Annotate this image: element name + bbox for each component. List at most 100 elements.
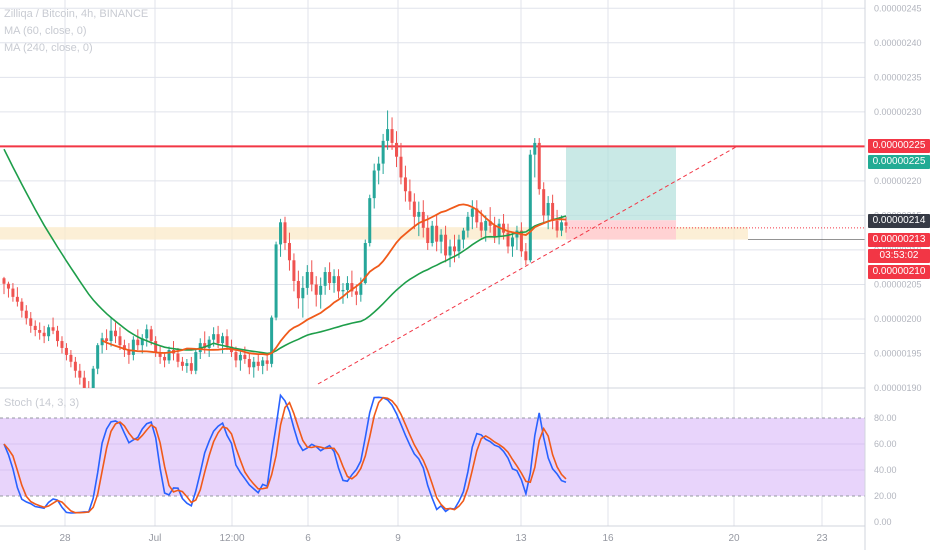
candle-body xyxy=(47,327,51,337)
candle-body xyxy=(296,280,300,299)
stoch-tick-label: 40.00 xyxy=(874,465,897,475)
y-tick-label: 0.00000245 xyxy=(874,3,922,13)
candle-body xyxy=(270,317,274,364)
stoch-tick-label: 20.00 xyxy=(874,491,897,501)
ma60-legend: MA (60, close, 0) xyxy=(4,25,87,37)
stoch-legend: Stoch (14, 3, 3) xyxy=(4,397,80,409)
candle-body xyxy=(287,243,291,261)
candle-body xyxy=(390,129,394,143)
y-tick-label: 0.00000205 xyxy=(874,279,922,289)
candle-body xyxy=(519,230,523,252)
x-tick-label: 9 xyxy=(395,533,401,544)
candle-body xyxy=(399,156,403,178)
candle-body xyxy=(176,353,180,362)
stochastic-pane xyxy=(0,393,865,514)
candle-body xyxy=(350,283,354,292)
candle-body xyxy=(493,225,497,237)
candle-body xyxy=(185,363,189,366)
candle-body xyxy=(328,272,332,284)
y-tick-label: 0.00000240 xyxy=(874,38,922,48)
price-tag: 0.00000210 xyxy=(868,265,930,279)
y-tick-label: 0.00000190 xyxy=(874,383,922,393)
candle-body xyxy=(167,350,171,361)
candle-body xyxy=(145,329,149,339)
x-tick-label: 16 xyxy=(602,533,614,544)
candle-body xyxy=(430,225,434,244)
candle-body xyxy=(114,330,118,337)
time-axis[interactable]: 28 Jul 12:00 6 9 13 16 20 23 xyxy=(0,525,865,544)
candles xyxy=(2,110,568,388)
candle-body xyxy=(60,341,64,348)
candle-body xyxy=(15,296,19,302)
candle-body xyxy=(448,246,452,256)
candle-body xyxy=(154,341,158,353)
candle-body xyxy=(243,354,247,360)
candle-body xyxy=(247,359,251,368)
candle-body xyxy=(403,177,407,192)
target-box xyxy=(566,146,676,221)
candle-body xyxy=(426,227,430,244)
candle-body xyxy=(435,225,439,242)
candle-body xyxy=(510,237,514,247)
candle-body xyxy=(417,211,421,217)
candle-body xyxy=(78,370,82,378)
stoch-d-line xyxy=(3,396,567,514)
candle-body xyxy=(533,142,537,155)
candle-body xyxy=(6,283,10,289)
candle-body xyxy=(292,260,296,281)
price-tag: 03:53:02 xyxy=(868,249,930,263)
candle-body xyxy=(38,330,42,333)
chart-title: Zilliqa / Bitcoin, 4h, BINANCE xyxy=(4,8,149,20)
candle-body xyxy=(395,142,399,157)
candle-body xyxy=(20,301,24,311)
candle-body xyxy=(524,251,528,261)
candle-body xyxy=(91,368,95,388)
candle-body xyxy=(64,347,68,355)
candle-body xyxy=(100,338,104,346)
candle-body xyxy=(118,336,122,346)
x-tick-label: 6 xyxy=(305,533,311,544)
candle-body xyxy=(51,327,55,331)
price-tag: 0.00000225 xyxy=(868,155,930,169)
candle-body xyxy=(221,336,225,344)
candle-body xyxy=(127,350,131,355)
candle-body xyxy=(537,142,541,190)
x-tick-label: 20 xyxy=(728,533,740,544)
price-tag: 0.00000214 xyxy=(868,214,930,228)
candle-body xyxy=(29,318,33,326)
candle-body xyxy=(131,339,135,355)
candle-body xyxy=(475,208,479,223)
candle-body xyxy=(33,325,37,331)
candle-body xyxy=(551,202,555,221)
overlays xyxy=(0,145,865,385)
candle-body xyxy=(225,336,229,347)
y-tick-label: 0.00000195 xyxy=(874,348,922,358)
candle-body xyxy=(279,222,283,245)
candle-body xyxy=(56,330,60,342)
candle-body xyxy=(180,361,184,366)
candle-body xyxy=(96,345,100,369)
candle-body xyxy=(359,283,363,295)
candle-body xyxy=(377,163,381,171)
candle-body xyxy=(421,211,425,228)
candle-body xyxy=(207,339,211,348)
candle-body xyxy=(479,222,483,231)
candle-body xyxy=(332,276,336,284)
y-tick-label: 0.00000220 xyxy=(874,176,922,186)
candle-body xyxy=(560,222,564,231)
candle-body xyxy=(252,361,256,368)
candle-body xyxy=(234,352,238,361)
candle-body xyxy=(314,284,318,295)
candle-body xyxy=(515,230,519,238)
candle-body xyxy=(319,285,323,295)
candle-body xyxy=(502,223,506,233)
candle-body xyxy=(457,239,461,252)
candle-body xyxy=(488,220,492,226)
candle-body xyxy=(11,288,15,297)
candle-body xyxy=(444,234,448,256)
candle-body xyxy=(372,170,376,199)
candle-body xyxy=(466,216,470,231)
candle-body xyxy=(323,272,327,286)
candle-body xyxy=(439,234,443,242)
